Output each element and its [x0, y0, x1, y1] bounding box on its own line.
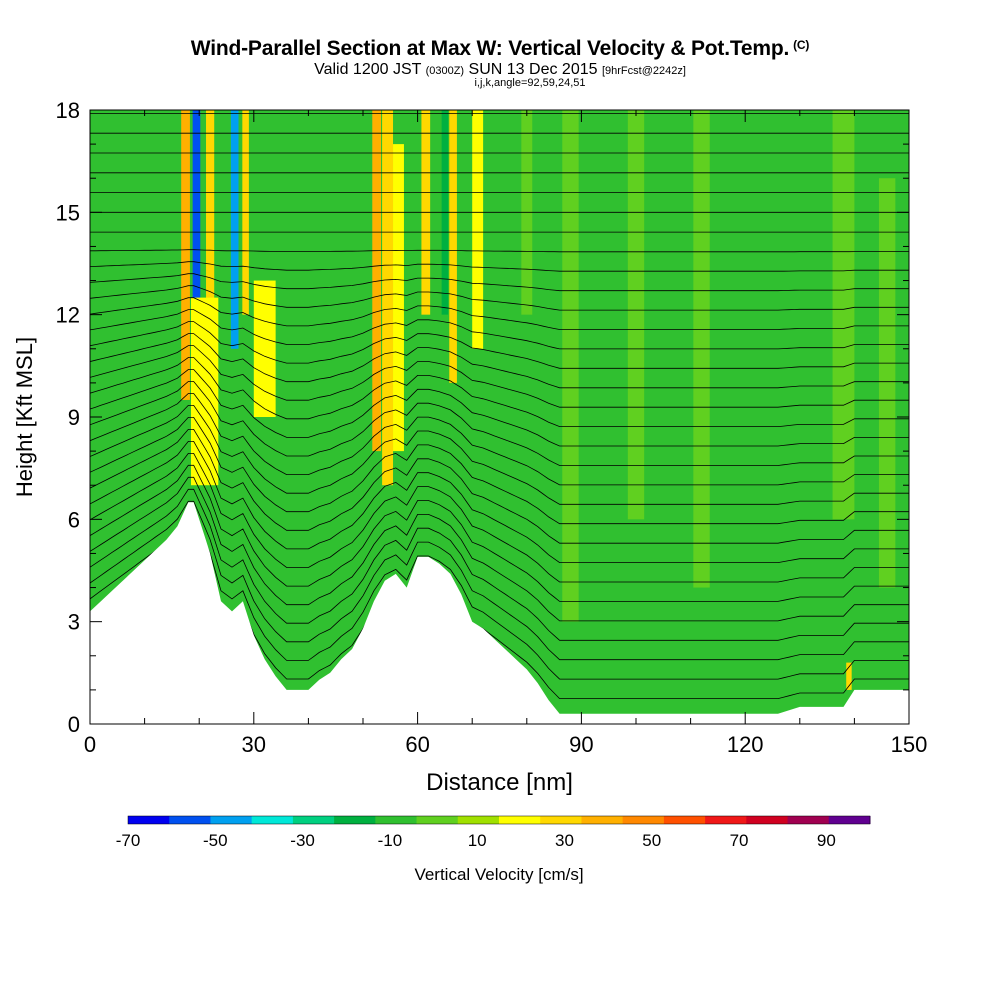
velocity-band-2	[206, 110, 215, 383]
colorbar-swatch-15	[746, 816, 789, 824]
y-tick-label: 3	[68, 610, 80, 635]
axes: 0 30 60 90 120 150 0 3 6 9 12 15 18 Distance [nm] Heig…	[12, 98, 927, 796]
theta-contour-14	[90, 357, 909, 427]
colorbar-tick-label: 10	[468, 831, 487, 850]
velocity-band-8	[382, 110, 394, 486]
colorbar-swatch-16	[787, 816, 830, 824]
theta-contour-12	[90, 381, 909, 466]
chart-subtitle: Valid 1200 JST (0300Z) SUN 13 Dec 2015 […	[0, 61, 1000, 79]
colorbar-swatch-6	[375, 816, 418, 824]
theta-contour-9	[90, 417, 909, 525]
valid-time-utc: (0300Z)	[425, 65, 465, 77]
y-tick-label: 0	[68, 712, 80, 737]
forecast-info: [9hrFcst@2242z]	[601, 65, 686, 77]
velocity-band-5	[191, 297, 219, 486]
theta-contour-22	[90, 261, 909, 272]
colorbar-swatch-10	[540, 816, 582, 824]
chart-title-main: Wind-Parallel Section at Max W: Vertical…	[190, 37, 790, 60]
colorbar-tick-label: -10	[378, 831, 403, 850]
colorbar-swatch-7	[416, 816, 459, 824]
theta-contour-8	[90, 429, 909, 544]
y-axis-label: Height [Kft MSL]	[12, 337, 37, 497]
theta-contour-21	[90, 273, 909, 292]
grid-indices-label: i,j,k,angle=92,59,24,51	[474, 77, 586, 89]
colorbar-tick-label: 70	[730, 831, 749, 850]
velocity-band-9	[393, 144, 404, 452]
colorbar-swatch-2	[210, 816, 253, 824]
theta-contour-17	[90, 321, 909, 369]
velocity-band-3	[230, 110, 239, 349]
x-tick-label: 90	[569, 732, 593, 757]
y-tick-label: 15	[56, 200, 80, 225]
valid-time-prefix: Valid 1200 JST	[314, 61, 422, 78]
colorbar-tick-label: 50	[642, 831, 661, 850]
theta-contour-3	[90, 488, 909, 641]
theta-contour-23	[90, 249, 909, 253]
y-tick-label: 9	[68, 405, 80, 430]
velocity-band-19	[878, 178, 896, 588]
colorbar-swatch-9	[499, 816, 541, 824]
colorbar-frame	[127, 815, 871, 825]
velocity-band-16	[627, 110, 645, 520]
velocity-band-13	[472, 110, 484, 349]
theta-contour-11	[90, 393, 909, 486]
colorbar-swatch-1	[169, 816, 211, 824]
velocity-band-1	[192, 110, 201, 349]
colorbar-swatch-3	[251, 816, 294, 824]
velocity-band-12	[449, 110, 457, 383]
x-tick-label: 30	[242, 732, 266, 757]
copyright-mark: (C)	[793, 38, 810, 52]
colorbar-swatch-17	[828, 816, 871, 824]
theta-contour-16	[90, 333, 909, 389]
x-tick-label: 0	[84, 732, 96, 757]
colorbar-swatch-8	[457, 816, 500, 824]
theta-contour-10	[90, 405, 909, 505]
colorbar-tick-label: -50	[203, 831, 228, 850]
theta-contour-4	[90, 476, 909, 622]
x-tick-label: 60	[405, 732, 429, 757]
colorbar-swatch-11	[581, 816, 624, 824]
terrain-shape	[90, 502, 909, 724]
x-tick-label: 150	[891, 732, 928, 757]
theta-contour-6	[90, 453, 909, 583]
colorbar-swatch-0	[128, 816, 170, 824]
colorbar: -70 -50 -30 -10 10 30 50 70 90 Vertical Velocity …	[116, 815, 871, 884]
colorbar-swatch-5	[334, 816, 376, 824]
velocity-band-15	[562, 110, 579, 622]
theta-contour-7	[90, 441, 909, 563]
x-tick-label: 120	[727, 732, 764, 757]
velocity-band-20	[846, 662, 852, 690]
theta-contours	[90, 113, 909, 699]
theta-contour-1	[90, 512, 909, 680]
theta-contour-18	[90, 309, 909, 350]
theta-contour-13	[90, 369, 909, 447]
terrain-mask	[90, 502, 909, 724]
velocity-band-7	[372, 110, 382, 452]
colorbar-swatch-4	[292, 816, 335, 824]
theta-contour-20	[90, 285, 909, 311]
colorbar-tick-label: 90	[817, 831, 836, 850]
valid-date: SUN 13 Dec 2015	[468, 61, 598, 78]
y-tick-label: 6	[68, 507, 80, 532]
colorbar-swatch-13	[663, 816, 706, 824]
theta-contour-15	[90, 345, 909, 408]
velocity-band-0	[181, 110, 190, 400]
colorbar-label: Vertical Velocity [cm/s]	[414, 865, 583, 884]
colorbar-swatch-12	[622, 816, 665, 824]
velocity-band-6	[253, 280, 276, 417]
y-tick-label: 18	[56, 98, 80, 123]
colorbar-tick-label: -30	[290, 831, 315, 850]
theta-contour-2	[90, 500, 909, 661]
theta-contour-19	[90, 297, 909, 330]
chart-title: Wind-Parallel Section at Max W: Vertical…	[0, 37, 1000, 61]
theta-contour-5	[90, 464, 909, 602]
colorbar-swatch-14	[705, 816, 747, 824]
y-tick-label: 12	[56, 303, 80, 328]
colorbar-tick-label: -70	[116, 831, 141, 850]
colorbar-tick-label: 30	[555, 831, 574, 850]
x-axis-label: Distance [nm]	[426, 769, 573, 796]
